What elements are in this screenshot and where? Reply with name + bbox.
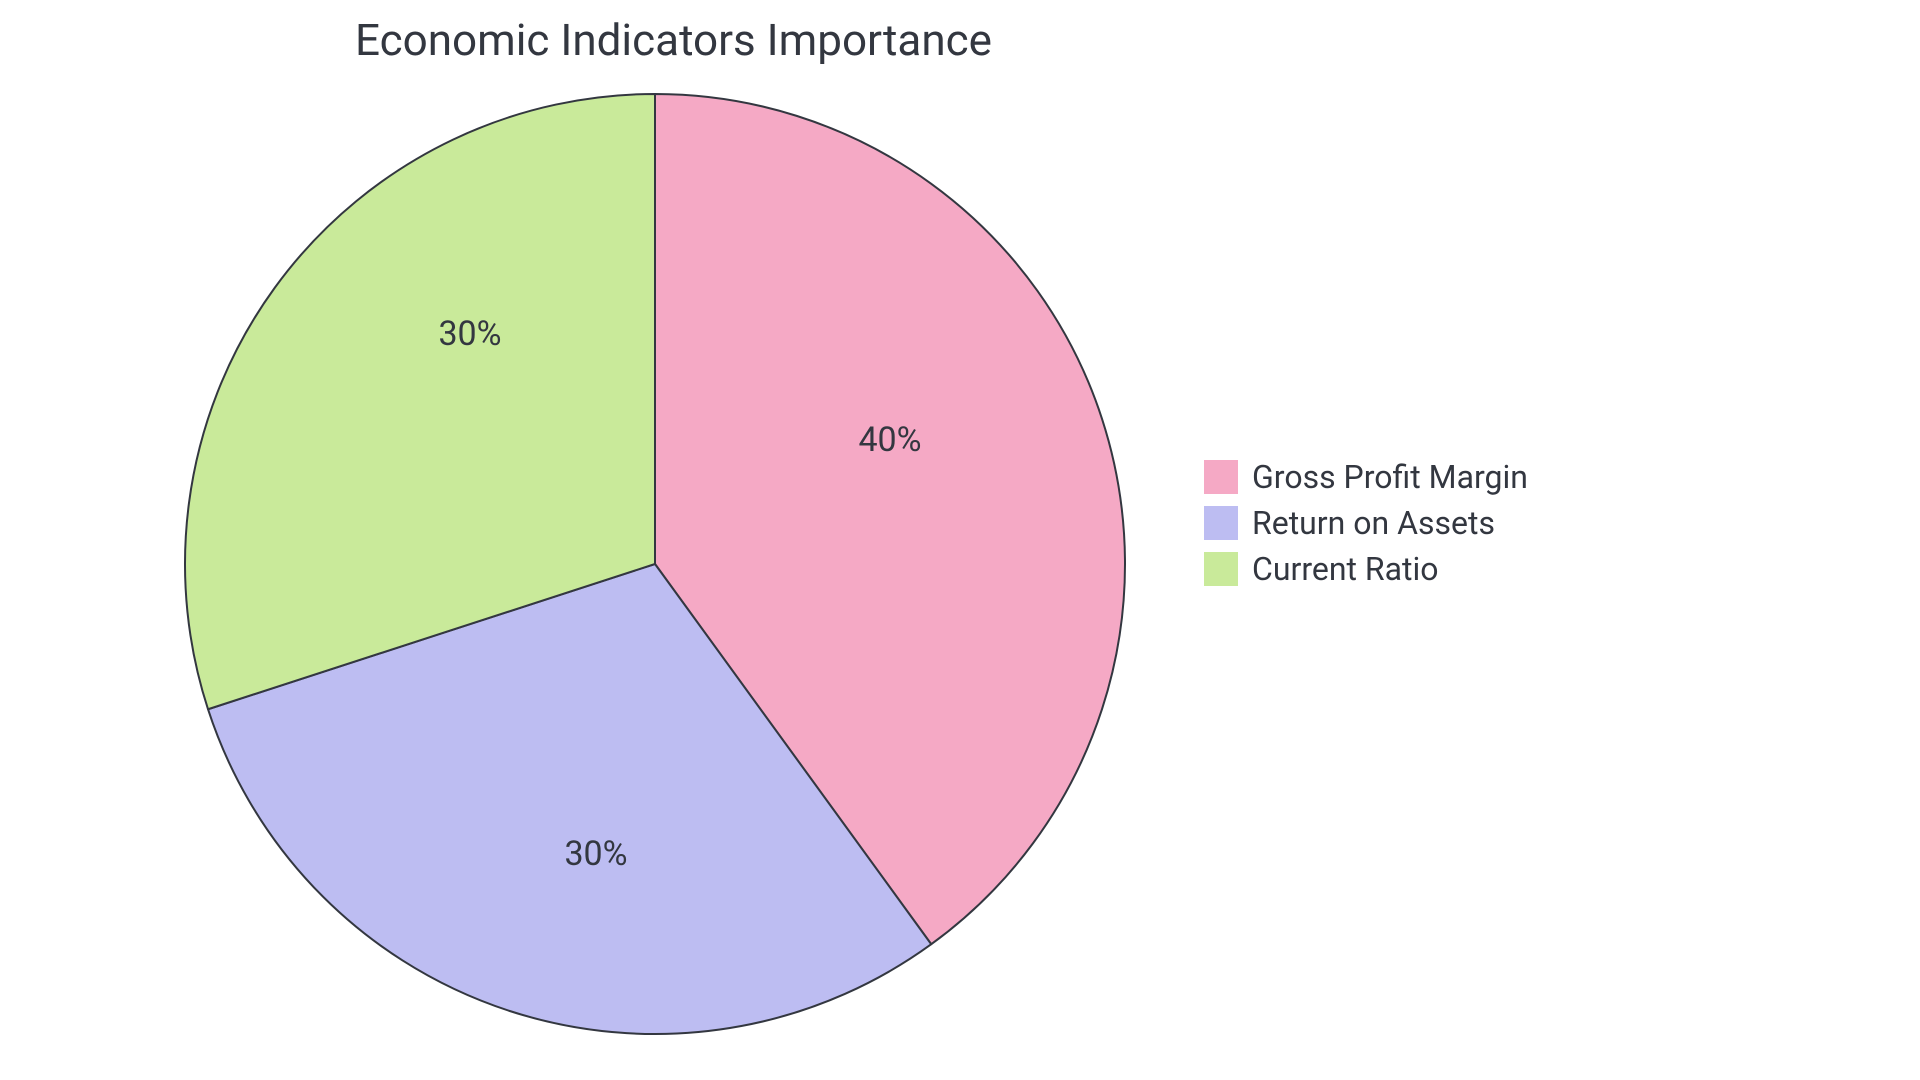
legend: Gross Profit Margin Return on Assets Cur… — [1204, 460, 1528, 586]
pie-chart: Economic Indicators Importance 40% 30% 3… — [0, 0, 1920, 1080]
slice-label-2: 30% — [438, 314, 501, 354]
legend-swatch-0 — [1204, 460, 1238, 494]
legend-label-0: Gross Profit Margin — [1252, 458, 1528, 496]
legend-swatch-1 — [1204, 506, 1238, 540]
legend-label-1: Return on Assets — [1252, 504, 1495, 542]
slice-label-0: 40% — [858, 420, 921, 460]
legend-item-0: Gross Profit Margin — [1204, 460, 1528, 494]
legend-item-2: Current Ratio — [1204, 552, 1528, 586]
legend-swatch-2 — [1204, 552, 1238, 586]
legend-label-2: Current Ratio — [1252, 550, 1439, 588]
pie-svg — [0, 0, 1920, 1080]
slice-label-1: 30% — [564, 834, 627, 874]
legend-item-1: Return on Assets — [1204, 506, 1528, 540]
